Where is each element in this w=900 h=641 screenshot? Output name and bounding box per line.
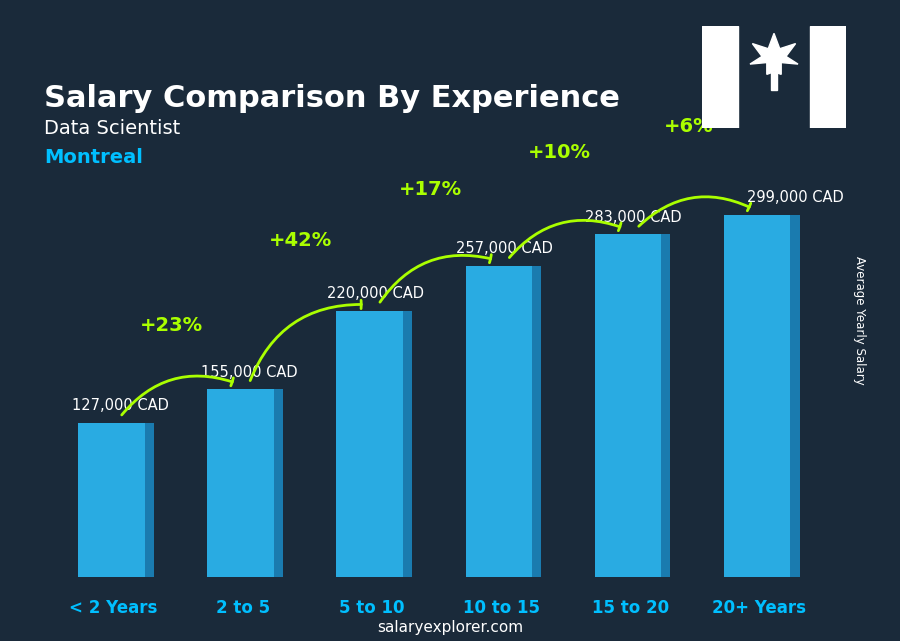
Text: +17%: +17% bbox=[399, 180, 462, 199]
Text: +10%: +10% bbox=[527, 142, 590, 162]
Bar bbox=[78, 423, 149, 577]
Text: 2 to 5: 2 to 5 bbox=[216, 599, 270, 617]
Bar bbox=[274, 389, 283, 577]
Text: 299,000 CAD: 299,000 CAD bbox=[747, 190, 843, 205]
Polygon shape bbox=[750, 33, 798, 74]
Text: 20+ Years: 20+ Years bbox=[713, 599, 806, 617]
Text: 257,000 CAD: 257,000 CAD bbox=[456, 241, 553, 256]
Text: salaryexplorer.com: salaryexplorer.com bbox=[377, 620, 523, 635]
Text: 5 to 10: 5 to 10 bbox=[339, 599, 405, 617]
Text: 220,000 CAD: 220,000 CAD bbox=[327, 286, 424, 301]
Text: 15 to 20: 15 to 20 bbox=[591, 599, 669, 617]
Bar bbox=[207, 389, 278, 577]
Text: +42%: +42% bbox=[269, 231, 332, 250]
Bar bbox=[790, 215, 799, 577]
Bar bbox=[810, 26, 846, 128]
Bar bbox=[702, 26, 738, 128]
Text: Data Scientist: Data Scientist bbox=[44, 119, 180, 138]
Bar bbox=[724, 215, 795, 577]
Text: Average Yearly Salary: Average Yearly Salary bbox=[853, 256, 866, 385]
Bar bbox=[145, 423, 154, 577]
Bar bbox=[403, 310, 412, 577]
Text: +23%: +23% bbox=[140, 316, 203, 335]
Text: 127,000 CAD: 127,000 CAD bbox=[72, 399, 169, 413]
Text: +6%: +6% bbox=[663, 117, 713, 136]
Bar bbox=[465, 266, 536, 577]
Bar bbox=[662, 234, 670, 577]
Text: Montreal: Montreal bbox=[44, 147, 143, 167]
Text: 10 to 15: 10 to 15 bbox=[463, 599, 540, 617]
Text: 155,000 CAD: 155,000 CAD bbox=[202, 365, 298, 379]
Bar bbox=[770, 72, 778, 90]
Bar bbox=[595, 234, 666, 577]
Bar bbox=[532, 266, 541, 577]
Bar bbox=[337, 310, 408, 577]
Text: Salary Comparison By Experience: Salary Comparison By Experience bbox=[44, 85, 620, 113]
Text: 283,000 CAD: 283,000 CAD bbox=[585, 210, 681, 224]
Text: < 2 Years: < 2 Years bbox=[69, 599, 158, 617]
